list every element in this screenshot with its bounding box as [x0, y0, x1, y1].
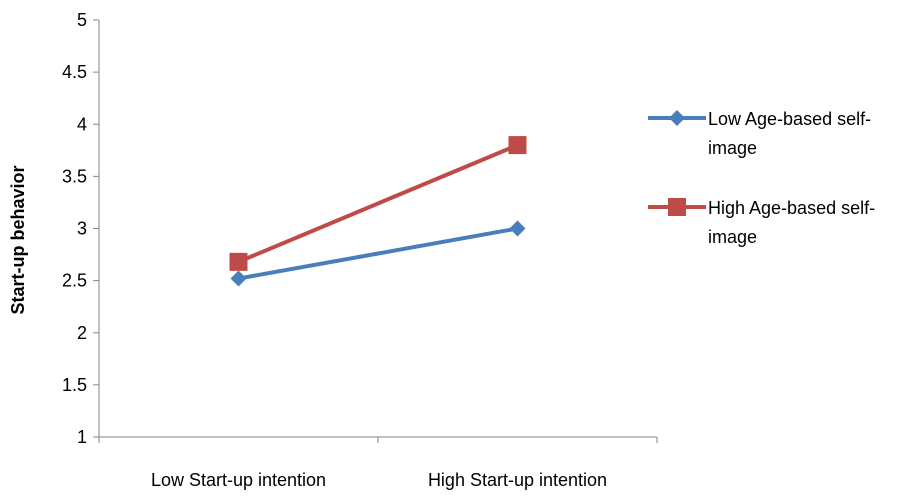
data-point	[509, 220, 526, 237]
x-axis-ticks: Low Start-up intention High Start-up inte…	[98, 437, 658, 490]
y-tick-label: 3	[77, 219, 87, 239]
legend-label: image	[708, 138, 757, 158]
legend-item: Low Age-based self-image	[648, 109, 871, 158]
chart-axes	[98, 20, 657, 438]
y-tick-label: 2.5	[62, 271, 87, 291]
x-tick-label: Low Start-up intention	[151, 470, 326, 490]
y-axis-ticks: 1 1.5 2 2.5 3 3.5 4 4.5 5	[62, 10, 99, 447]
series-line	[238, 226, 518, 281]
series-2	[229, 136, 527, 271]
series-line	[237, 143, 519, 264]
x-tick-label: High Start-up intention	[428, 470, 607, 490]
legend-marker	[669, 110, 685, 126]
legend-item: High Age-based self-image	[648, 198, 875, 247]
y-tick-label: 1.5	[62, 375, 87, 395]
series-layer	[229, 136, 527, 287]
y-tick-label: 3.5	[62, 166, 87, 186]
series-1	[230, 220, 526, 287]
legend-marker	[668, 198, 686, 216]
legend-label: High Age-based self-	[708, 198, 875, 218]
legend-label: image	[708, 227, 757, 247]
y-tick-label: 1	[77, 427, 87, 447]
data-point	[230, 270, 247, 287]
y-tick-label: 2	[77, 323, 87, 343]
legend-label: Low Age-based self-	[708, 109, 871, 129]
y-axis-label: Start-up behavior	[8, 165, 28, 314]
y-tick-label: 5	[77, 10, 87, 30]
data-point	[508, 136, 527, 155]
data-point	[229, 252, 248, 271]
y-tick-label: 4	[77, 114, 87, 134]
y-tick-label: 4.5	[62, 62, 87, 82]
